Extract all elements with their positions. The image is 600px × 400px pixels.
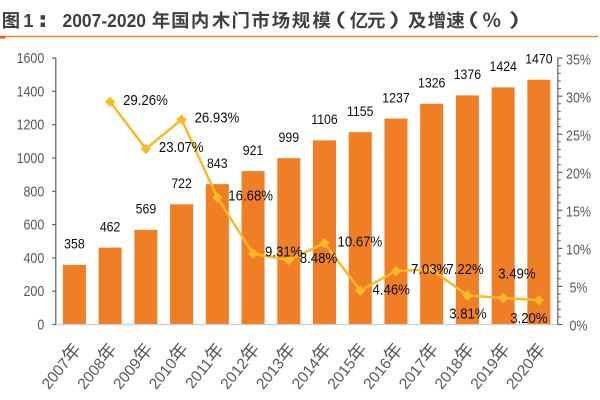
svg-text:800: 800 (23, 183, 44, 199)
svg-text:0: 0 (37, 317, 44, 333)
svg-text:1600: 1600 (17, 50, 45, 66)
svg-text:23.07%: 23.07% (159, 138, 204, 155)
svg-text:25%: 25% (566, 128, 591, 144)
svg-text:7.22%: 7.22% (446, 260, 484, 277)
svg-text:1326: 1326 (418, 75, 445, 91)
svg-text:26.93%: 26.93% (195, 109, 240, 126)
svg-text:921: 921 (243, 142, 264, 158)
svg-text:20%: 20% (566, 166, 591, 182)
svg-text:3.81%: 3.81% (449, 305, 487, 322)
svg-text:400: 400 (23, 250, 44, 266)
svg-text:569: 569 (136, 201, 157, 217)
svg-text:1237: 1237 (382, 90, 409, 106)
svg-text:999: 999 (279, 129, 300, 145)
svg-text:1376: 1376 (454, 66, 481, 82)
svg-text:1106: 1106 (311, 111, 337, 127)
svg-text:1200: 1200 (17, 117, 45, 133)
svg-text:1400: 1400 (17, 84, 45, 100)
svg-text:1424: 1424 (490, 58, 517, 74)
svg-text:16.68%: 16.68% (228, 187, 273, 204)
svg-text:30%: 30% (566, 90, 591, 106)
svg-text:35%: 35% (566, 51, 591, 67)
svg-text:3.20%: 3.20% (510, 309, 548, 326)
svg-text:1470: 1470 (525, 51, 552, 67)
svg-text:0%: 0% (569, 318, 587, 334)
svg-text:843: 843 (207, 155, 228, 171)
svg-text:722: 722 (171, 175, 192, 191)
svg-text:3.49%: 3.49% (498, 265, 536, 282)
svg-text:8.48%: 8.48% (300, 249, 338, 266)
svg-text:4.46%: 4.46% (373, 280, 411, 297)
svg-text:2007-2020: 2007-2020 (63, 10, 147, 31)
svg-text:29.26%: 29.26% (123, 91, 168, 108)
svg-text:200: 200 (23, 283, 44, 299)
svg-text:358: 358 (64, 236, 85, 252)
svg-text:462: 462 (100, 219, 121, 235)
svg-text:15%: 15% (566, 204, 591, 220)
svg-text:10.67%: 10.67% (338, 232, 383, 249)
svg-text:600: 600 (23, 217, 44, 233)
svg-text:7.03%: 7.03% (411, 260, 449, 277)
svg-text:9.31%: 9.31% (265, 243, 303, 260)
svg-text:1: 1 (23, 10, 33, 31)
svg-text:5%: 5% (569, 280, 587, 296)
svg-text:1000: 1000 (17, 150, 45, 166)
svg-text:1155: 1155 (347, 103, 373, 119)
svg-text:10%: 10% (566, 242, 591, 258)
